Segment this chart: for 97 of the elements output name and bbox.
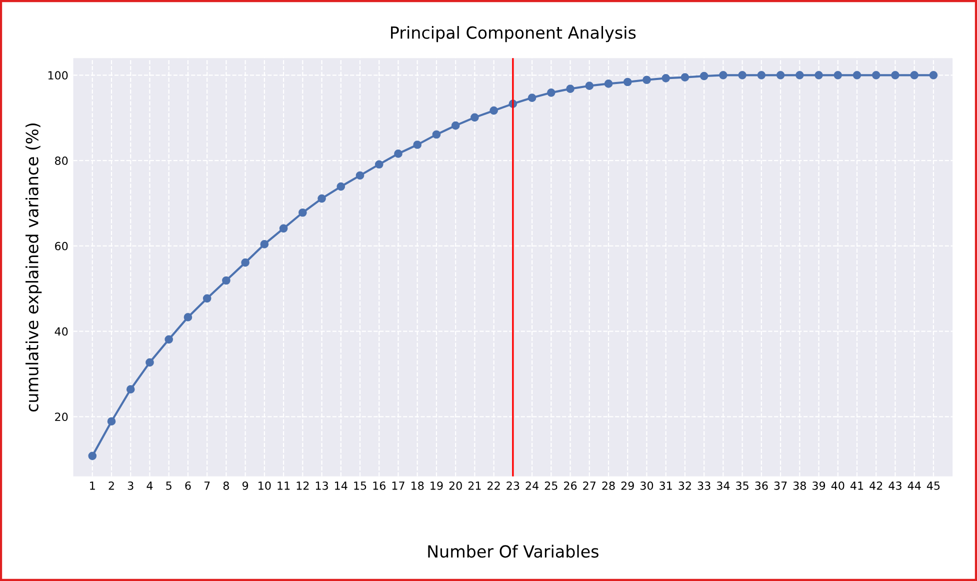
x-tick-label: 30 [640, 481, 654, 490]
x-tick-label: 34 [716, 481, 730, 490]
point [700, 72, 708, 80]
point [279, 224, 288, 233]
point [432, 130, 441, 139]
y-tick-label: 80 [55, 156, 68, 165]
point [318, 194, 326, 203]
x-tick-label: 39 [812, 481, 826, 490]
y-tick-label: 100 [48, 71, 68, 80]
point [585, 82, 594, 90]
point [528, 94, 536, 102]
x-tick-label: 35 [736, 481, 748, 490]
x-tick-label: 6 [185, 481, 191, 490]
point [872, 71, 880, 80]
x-tick-label: 40 [831, 481, 844, 490]
point [852, 71, 862, 80]
point [88, 452, 97, 460]
x-tick-label: 23 [506, 481, 520, 490]
point [374, 160, 384, 169]
point [470, 113, 479, 122]
x-tick-label: 31 [660, 481, 672, 490]
point [241, 258, 250, 267]
point [260, 240, 269, 248]
point [451, 121, 460, 130]
point [126, 385, 135, 394]
y-tick-label: 40 [54, 327, 68, 336]
point [795, 71, 804, 80]
x-tick-label: 37 [774, 481, 787, 490]
point [164, 335, 174, 344]
x-tick-label: 15 [354, 482, 366, 490]
point [623, 78, 632, 86]
point [146, 358, 154, 367]
point [642, 76, 651, 84]
point [566, 84, 574, 93]
x-tick-label: 21 [468, 481, 481, 490]
chart-title: Principal Component Analysis [391, 26, 636, 42]
point [107, 417, 116, 426]
point [202, 294, 212, 303]
x-tick-label: 8 [223, 481, 229, 490]
x-axis-title: Number Of Variables [428, 544, 598, 558]
x-tick-label: 45 [926, 482, 940, 490]
x-tick-label: 11 [278, 482, 290, 490]
x-tick-label: 33 [698, 481, 710, 490]
point [184, 313, 192, 322]
x-tick-label: 25 [544, 481, 558, 490]
x-tick-label: 17 [392, 482, 404, 490]
x-tick-label: 12 [296, 481, 309, 490]
x-tick-label: 7 [204, 482, 210, 490]
x-tick-label: 28 [602, 481, 615, 490]
point [490, 106, 498, 115]
point [834, 71, 842, 80]
point [757, 71, 766, 80]
x-tick-label: 42 [870, 481, 882, 490]
x-tick-label: 4 [146, 482, 153, 490]
x-tick-label: 16 [373, 481, 386, 490]
x-tick-label: 24 [526, 481, 538, 490]
x-tick-label: 10 [258, 481, 271, 490]
x-tick-label: 1 [90, 482, 95, 490]
point [394, 150, 402, 158]
x-tick-label: 19 [430, 481, 443, 490]
x-tick-label: 43 [888, 481, 902, 490]
x-tick-label: 20 [449, 481, 462, 490]
y-tick-label: 20 [55, 412, 68, 422]
x-tick-label: 38 [793, 481, 806, 490]
point [604, 80, 613, 88]
x-tick-label: 44 [908, 482, 921, 490]
point [929, 71, 938, 80]
x-tick-label: 36 [755, 481, 768, 490]
x-tick-label: 3 [128, 481, 134, 490]
point [413, 140, 422, 149]
point [814, 71, 823, 80]
x-tick-label: 27 [583, 481, 596, 490]
y-tick-label: 60 [55, 242, 68, 250]
x-tick-label: 41 [850, 482, 864, 490]
point [680, 73, 690, 82]
x-tick-label: 2 [108, 481, 114, 490]
x-tick-label: 29 [621, 481, 634, 490]
x-tick-label: 26 [564, 481, 577, 490]
point [891, 71, 900, 80]
x-tick-label: 22 [488, 481, 500, 490]
point [546, 88, 556, 97]
point [719, 71, 728, 80]
point [356, 171, 364, 180]
x-tick-label: 18 [412, 481, 424, 490]
point [738, 71, 746, 80]
x-tick-label: 5 [166, 482, 172, 490]
point [776, 71, 785, 80]
point [910, 71, 919, 80]
x-tick-label: 9 [242, 481, 248, 490]
point [336, 182, 346, 191]
point [298, 208, 307, 217]
y-axis-title: cumulative explained variance (%) [26, 123, 42, 412]
x-tick-label: 14 [335, 482, 348, 490]
point [662, 74, 670, 82]
point [222, 276, 230, 285]
x-tick-label: 32 [678, 481, 691, 490]
x-tick-label: 13 [316, 481, 328, 490]
